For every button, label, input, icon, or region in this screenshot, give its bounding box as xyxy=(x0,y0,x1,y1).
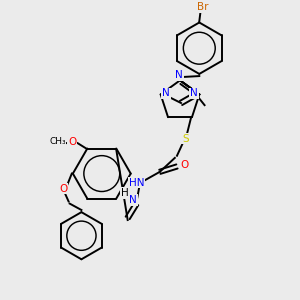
Text: N: N xyxy=(175,70,183,80)
Text: CH₃: CH₃ xyxy=(49,136,66,146)
Text: O: O xyxy=(180,160,189,170)
Text: O: O xyxy=(68,137,76,147)
Text: O: O xyxy=(59,184,67,194)
Text: N: N xyxy=(162,88,170,98)
Text: HN: HN xyxy=(128,178,144,188)
Text: Br: Br xyxy=(197,2,208,13)
Text: N: N xyxy=(190,88,198,98)
Text: S: S xyxy=(182,134,189,144)
Text: N: N xyxy=(129,195,137,205)
Text: H: H xyxy=(121,188,128,198)
